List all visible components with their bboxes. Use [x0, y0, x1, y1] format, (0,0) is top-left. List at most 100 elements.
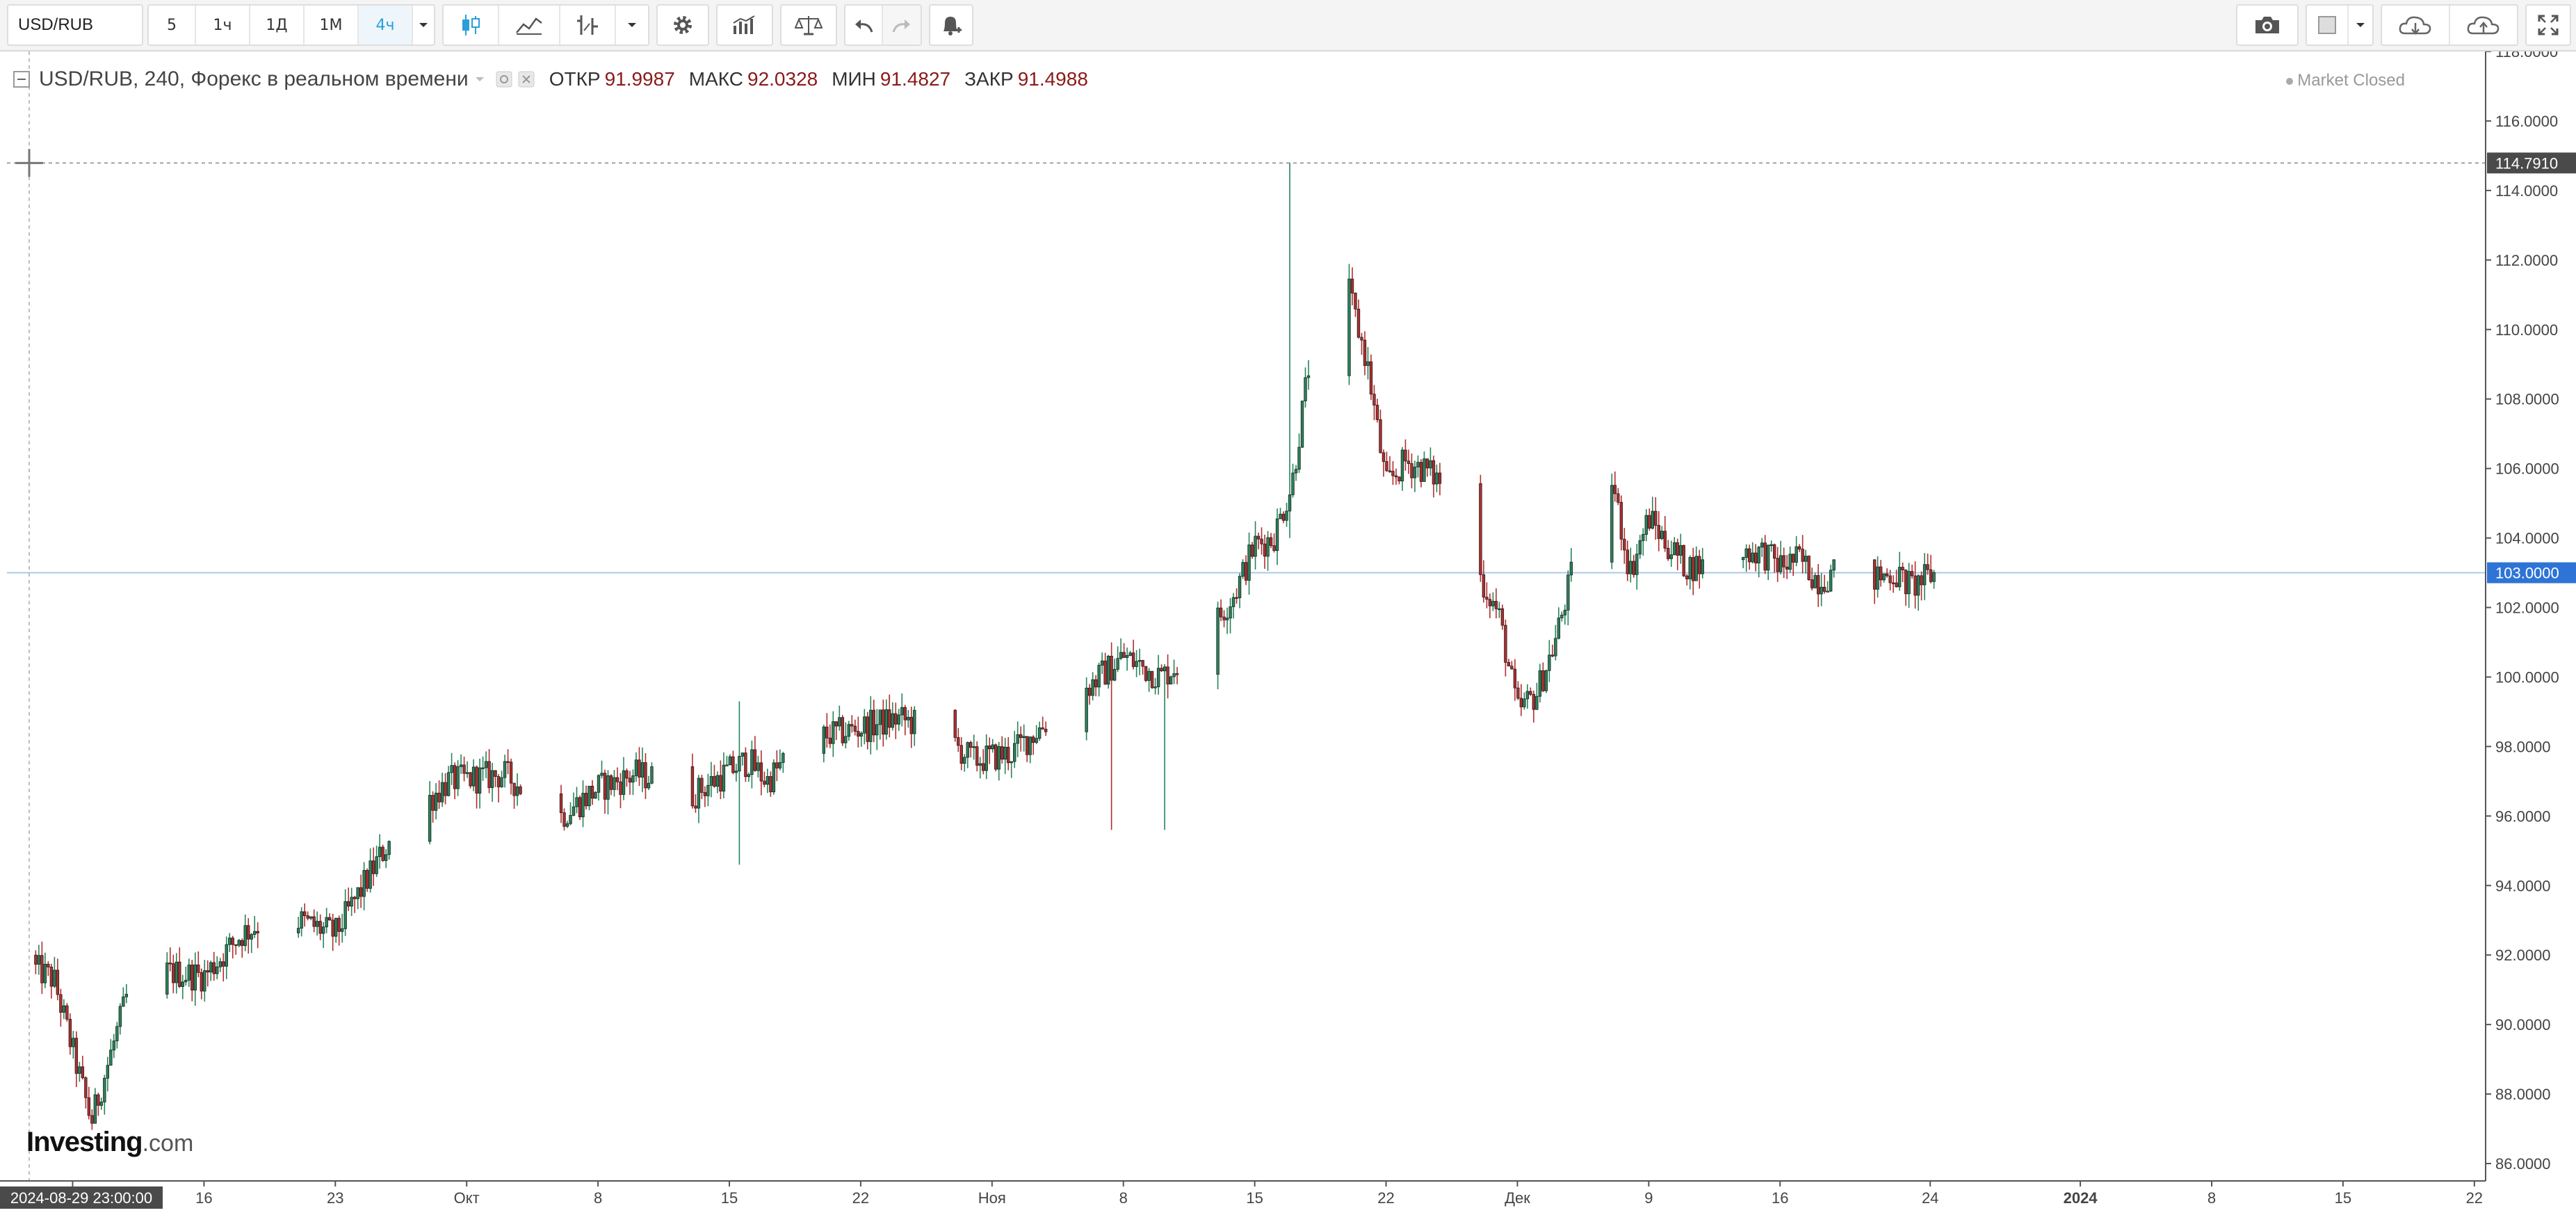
close-series-icon[interactable]: [517, 70, 535, 88]
crosshair-date-label: 2024-08-29 23:00:00: [10, 1189, 152, 1207]
interval-dropdown-button[interactable]: [413, 6, 434, 45]
color-dropdown-button[interactable]: [2349, 6, 2372, 45]
candle: [1797, 544, 1801, 552]
price-axis-background[interactable]: [2486, 51, 2576, 1215]
candle-body: [900, 707, 904, 716]
candle: [1019, 726, 1023, 752]
collapse-legend-icon[interactable]: [13, 70, 31, 88]
candle-body: [200, 972, 203, 992]
candle-body: [40, 955, 44, 983]
line-chart-button[interactable]: [499, 6, 560, 45]
background-color-button[interactable]: [2307, 6, 2349, 45]
candle-body: [1557, 618, 1561, 639]
candle: [1169, 675, 1173, 685]
candle-body: [1363, 339, 1367, 367]
settings-button[interactable]: [658, 6, 708, 45]
undo-button[interactable]: [845, 6, 883, 45]
chart-area[interactable]: 86.0000 88.0000 90.0000 92.0000 94.0000 96.00…: [0, 51, 2576, 1215]
indicators-button[interactable]: [560, 6, 616, 45]
time-tick-label: 9: [1644, 1189, 1653, 1207]
candle: [1932, 570, 1936, 589]
candle-body: [1813, 575, 1817, 588]
candle-body: [625, 770, 629, 779]
style-dropdown-button[interactable]: [616, 6, 648, 45]
candle: [1238, 573, 1242, 609]
legend-dropdown-icon[interactable]: [474, 75, 485, 83]
candle-body: [1692, 557, 1695, 581]
candle-body: [888, 709, 891, 728]
interval-1d-button[interactable]: 1Д: [250, 6, 305, 45]
candle: [569, 802, 572, 826]
candle: [34, 950, 38, 974]
candle-body: [124, 994, 129, 997]
candle: [181, 974, 184, 999]
candle-body: [1610, 485, 1614, 563]
candle-body: [1525, 691, 1530, 700]
candle-body: [744, 753, 747, 778]
candle: [428, 781, 432, 844]
candle-body: [1804, 556, 1808, 562]
candle: [982, 749, 985, 775]
scales-button[interactable]: [781, 6, 836, 45]
candle: [1872, 559, 1877, 604]
candle: [1438, 462, 1442, 496]
candle: [600, 760, 604, 779]
candle: [43, 952, 47, 988]
interval-5-button[interactable]: 5: [149, 6, 196, 45]
candle-body: [1548, 654, 1551, 671]
candle: [446, 766, 451, 797]
price-tick-label: 98.0000: [2495, 738, 2551, 755]
candle: [203, 960, 206, 1002]
interval-1m-button[interactable]: 1М: [305, 6, 359, 45]
load-chart-button[interactable]: [2382, 6, 2450, 45]
candle-body: [484, 761, 488, 769]
candle: [1807, 555, 1811, 581]
symbol-search-input[interactable]: [7, 4, 143, 46]
time-axis-background[interactable]: [0, 1181, 2576, 1215]
candle: [775, 750, 779, 782]
candle: [1423, 451, 1426, 483]
fullscreen-group: [2525, 4, 2571, 46]
candle: [1557, 607, 1561, 640]
candle: [1888, 570, 1892, 590]
price-chart[interactable]: 86.0000 88.0000 90.0000 92.0000 94.0000 96.00…: [0, 51, 2576, 1215]
investing-logo: Investing.com: [26, 1127, 193, 1158]
candle-body: [1885, 573, 1889, 577]
candle: [49, 963, 54, 999]
price-tick-label: 110.0000: [2495, 321, 2558, 339]
candle-body: [640, 762, 645, 778]
candle: [300, 907, 303, 937]
candle-body: [1028, 737, 1032, 755]
candle-body: [387, 841, 391, 855]
compare-button[interactable]: [718, 6, 772, 45]
candle: [450, 753, 453, 785]
candle-body: [1416, 462, 1420, 467]
redo-button[interactable]: [883, 6, 921, 45]
interval-1h-button[interactable]: 1ч: [196, 6, 250, 45]
candle-body: [1435, 472, 1439, 485]
create-alert-button[interactable]: [930, 6, 972, 45]
candle-body: [353, 896, 357, 899]
candle-body: [165, 963, 169, 995]
candle: [978, 757, 982, 779]
visibility-icon[interactable]: [495, 70, 513, 88]
candle-body: [65, 1005, 69, 1020]
candle: [384, 849, 388, 869]
save-chart-button[interactable]: [2450, 6, 2517, 45]
fullscreen-button[interactable]: [2527, 6, 2570, 45]
candle: [1529, 687, 1532, 696]
candle: [118, 1003, 122, 1035]
candle: [1125, 647, 1129, 671]
candle: [1916, 574, 1920, 611]
candle-body: [212, 962, 216, 974]
compare-group: [716, 4, 773, 46]
candles-button[interactable]: [444, 6, 499, 45]
candle-body: [1904, 570, 1908, 595]
close-value: 91.4988: [1017, 68, 1088, 90]
candle-body: [1347, 278, 1351, 376]
interval-4h-button[interactable]: 4ч: [359, 6, 413, 45]
snapshot-button[interactable]: [2237, 6, 2297, 45]
candle: [644, 753, 647, 799]
candle-body: [1281, 513, 1286, 521]
candle: [191, 960, 194, 1001]
